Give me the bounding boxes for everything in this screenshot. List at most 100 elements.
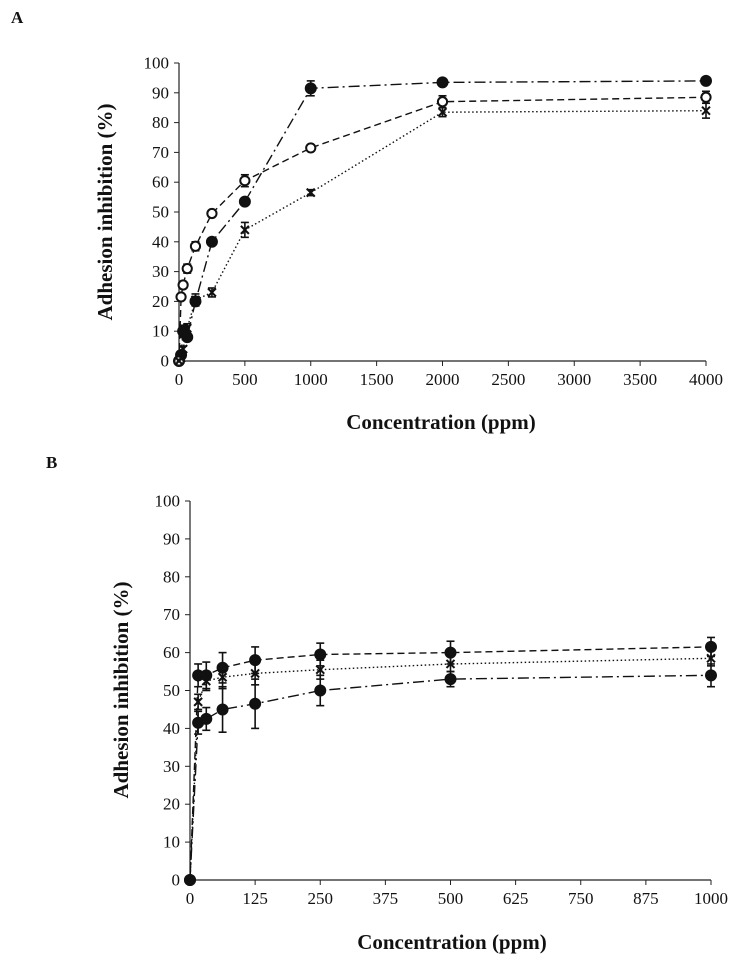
panel-a-y-tick-label: 10 bbox=[152, 322, 169, 341]
panel-a-series-3-point bbox=[190, 295, 201, 305]
panel-a-series-3-point bbox=[701, 105, 711, 116]
panel-b-series-3-point-stroke bbox=[250, 668, 260, 679]
panel-b-series-1 bbox=[184, 663, 717, 886]
panel-a-series-3-point-stroke bbox=[190, 295, 201, 305]
panel-a-y-tick-label: 80 bbox=[152, 113, 169, 132]
panel-a-y-tick-label: 90 bbox=[152, 83, 169, 102]
panel-a-y-tick-label: 50 bbox=[152, 203, 169, 222]
panel-a-series-2-point bbox=[189, 240, 202, 252]
panel-b-series-3-point bbox=[217, 672, 228, 682]
panel-b-x-tick-label: 625 bbox=[503, 889, 529, 908]
panel-a-series-3-point bbox=[182, 323, 192, 333]
panel-b-x-axis-title: Concentration (ppm) bbox=[357, 930, 547, 954]
panel-a-series-3-point bbox=[176, 353, 186, 363]
panel-b-series-3-point-stroke bbox=[193, 697, 203, 707]
panel-b-y-tick-label: 20 bbox=[163, 795, 180, 814]
panel-a-label: A bbox=[11, 8, 24, 27]
panel-a-series-2-point bbox=[436, 96, 449, 108]
panel-a-x-tick-label: 500 bbox=[232, 370, 258, 389]
panel-a-x-tick-label: 0 bbox=[175, 370, 184, 389]
panel-a-series-2-point bbox=[206, 207, 218, 220]
panel-a-series-3-point-stroke bbox=[437, 107, 448, 117]
panel-b-x-tick-label: 875 bbox=[633, 889, 659, 908]
panel-b-plot: 0 10 20 30 40 50 60 70 80 90 1000 125 250 375 500 625 75… bbox=[155, 492, 729, 909]
panel-a-y-tick-label: 0 bbox=[161, 352, 170, 371]
panel-b-series-3-point bbox=[250, 668, 260, 679]
panel-b-series-3-point-stroke bbox=[201, 676, 211, 686]
panel-a-series-2 bbox=[173, 90, 712, 367]
panel-a-series-2-point bbox=[177, 279, 189, 291]
panel-b-x-tick-label: 1000 bbox=[694, 889, 728, 908]
panel-b-y-tick-label: 10 bbox=[163, 833, 180, 852]
panel-a-x-tick-label: 2000 bbox=[426, 370, 460, 389]
panel-a-y-tick-label: 100 bbox=[144, 54, 170, 73]
panel-a-series-3-line bbox=[178, 110, 707, 362]
panel-b-series-1-line bbox=[189, 674, 712, 881]
panel-a-series-1-point bbox=[205, 235, 218, 248]
panel-b-y-tick-label: 90 bbox=[163, 529, 180, 548]
panel-a-series-1-point bbox=[700, 74, 712, 87]
panel-a-y-axis-title: Adhesion inhibition (%) bbox=[93, 103, 117, 320]
panel-b-series-2-line bbox=[189, 646, 712, 881]
panel-a-series-2-point bbox=[175, 291, 187, 303]
panel-b-y-tick-label: 40 bbox=[163, 719, 180, 738]
panel-a-series-2-point bbox=[305, 142, 317, 154]
panel-a-x-tick-label: 4000 bbox=[689, 370, 723, 389]
panel-a-y-tick-label: 70 bbox=[152, 143, 169, 162]
panel-b-y-tick-label: 50 bbox=[163, 681, 180, 700]
panel-b-series-3 bbox=[185, 649, 716, 885]
panel-b-series-3-point bbox=[445, 659, 456, 669]
panel-a-series-3-point bbox=[240, 225, 250, 235]
panel-b-x-tick-label: 0 bbox=[186, 889, 195, 908]
panel-b-y-tick-label: 30 bbox=[163, 757, 180, 776]
panel-a-series-1-point bbox=[436, 76, 449, 89]
panel-b-y-axis-title: Adhesion inhibition (%) bbox=[109, 581, 133, 798]
panel-b-series-1-point bbox=[200, 712, 213, 725]
panel-b-series-3-point bbox=[193, 697, 203, 707]
panel-b-y-tick-label: 70 bbox=[163, 605, 180, 624]
panel-a-x-tick-label: 2500 bbox=[491, 370, 525, 389]
panel-b-series-2 bbox=[184, 636, 717, 886]
panel-b-x-tick-label: 125 bbox=[242, 889, 268, 908]
panel-a-x-tick-label: 3000 bbox=[557, 370, 591, 389]
panel-b-series-2-point bbox=[314, 648, 327, 661]
panel-b-x-tick-label: 375 bbox=[373, 889, 399, 908]
panel-b-series-3-point-stroke bbox=[185, 875, 195, 885]
panel-a-series-3-point-stroke bbox=[178, 344, 188, 354]
panel-a-series-3 bbox=[174, 102, 711, 366]
panel-a-series-1-line bbox=[178, 80, 707, 362]
panel-b-x-tick-label: 500 bbox=[438, 889, 464, 908]
panel-b-series-3-point-stroke bbox=[217, 672, 228, 682]
panel-a-y-tick-label: 20 bbox=[152, 292, 169, 311]
panel-b-y-tick-label: 60 bbox=[163, 643, 180, 662]
panel-a-series-3-point-stroke bbox=[207, 287, 217, 298]
panel-b-series-3-point bbox=[315, 664, 325, 675]
panel-b-series-1-point bbox=[249, 697, 262, 710]
panel-b-series-3-point-stroke bbox=[706, 653, 716, 663]
panel-a-y-tick-label: 60 bbox=[152, 173, 169, 192]
panel-b-y-tick-label: 100 bbox=[155, 492, 181, 511]
panel-a-series-3-point-stroke bbox=[701, 105, 711, 116]
panel-a-series-1 bbox=[173, 74, 712, 367]
panel-b-y-tick-label: 80 bbox=[163, 567, 180, 586]
panel-b-series-1-point bbox=[314, 684, 327, 697]
panel-b-x-tick-label: 750 bbox=[568, 889, 594, 908]
panel-a-series-3-point bbox=[306, 187, 316, 198]
panel-a-x-axis-title: Concentration (ppm) bbox=[346, 410, 536, 434]
panel-a-x-tick-label: 3500 bbox=[623, 370, 657, 389]
panel-b-series-3-point bbox=[185, 875, 195, 885]
panel-a-series-3-point-stroke bbox=[240, 225, 250, 235]
panel-b-series-3-line bbox=[189, 657, 712, 881]
panel-a-series-3-point bbox=[178, 344, 188, 354]
panel-b-series-1-point bbox=[705, 669, 717, 682]
panel-a-series-3-point bbox=[437, 107, 448, 117]
panel-b-x-tick-label: 250 bbox=[308, 889, 334, 908]
panel-b-series-1-point bbox=[216, 703, 229, 716]
panel-b-series-3-point-stroke bbox=[445, 659, 456, 669]
panel-b-series-3-point-stroke bbox=[315, 664, 325, 675]
panel-a-x-tick-label: 1500 bbox=[360, 370, 394, 389]
panel-a-series-3-point-stroke bbox=[182, 323, 192, 333]
panel-a-series-2-point bbox=[700, 91, 712, 103]
